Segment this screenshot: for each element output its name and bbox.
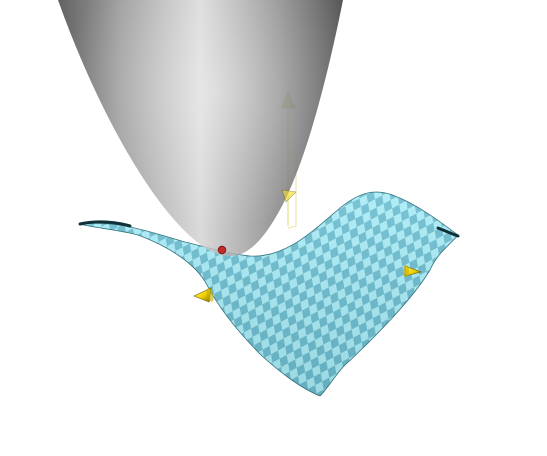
surface-back-edge-left <box>78 220 132 228</box>
control-handles[interactable] <box>193 189 423 303</box>
surface-shading <box>80 192 458 396</box>
cone-handle-icon[interactable] <box>193 287 215 303</box>
surface-back-edge-right <box>436 226 460 238</box>
cone-handle-icon[interactable] <box>403 265 423 277</box>
surface-group[interactable] <box>78 191 460 397</box>
cone-handle-icon[interactable] <box>281 189 297 203</box>
paraboloid-highlight <box>58 0 343 256</box>
paraboloid-group[interactable] <box>58 0 343 256</box>
contact-point-marker[interactable] <box>217 245 227 255</box>
